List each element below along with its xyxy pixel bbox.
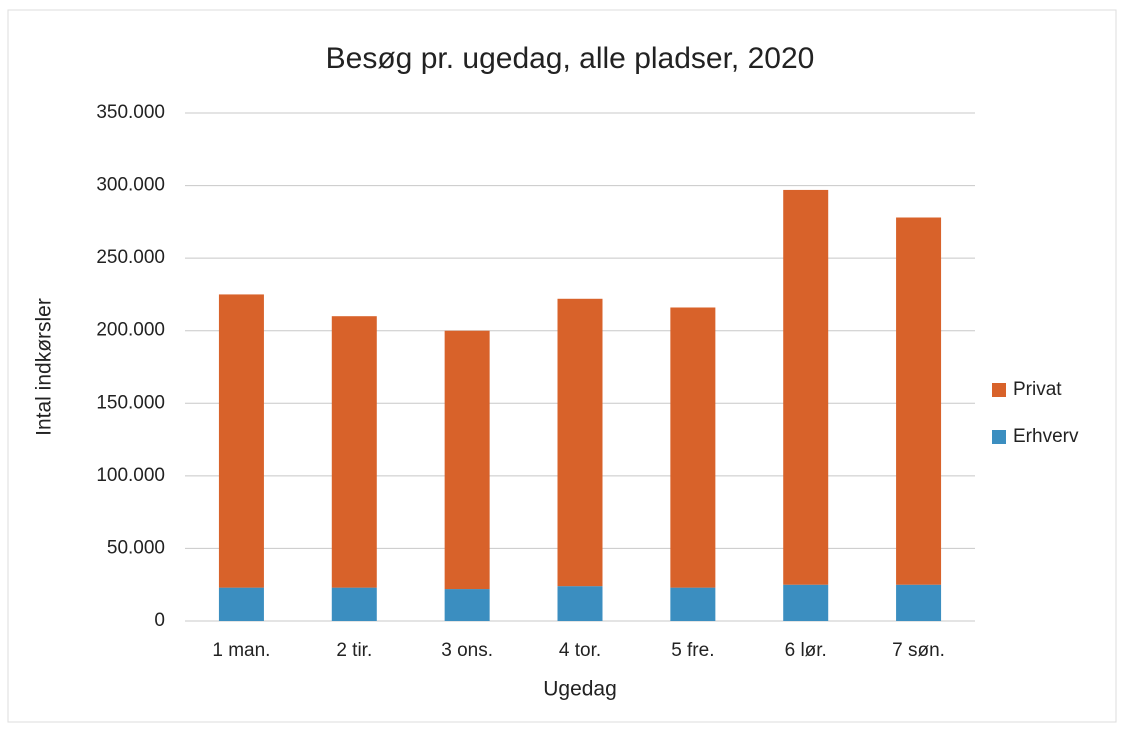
y-tick-label: 250.000 <box>96 247 165 268</box>
legend-swatch <box>992 430 1006 444</box>
bar-segment <box>557 586 603 621</box>
bar-segment <box>783 584 829 621</box>
legend-label: Privat <box>1013 379 1062 400</box>
x-axis-label: Ugedag <box>543 678 617 701</box>
bar-segment <box>444 589 490 621</box>
x-tick-label: 2 tir. <box>336 640 372 661</box>
bar-segment <box>218 294 264 588</box>
bar-segment <box>218 587 264 621</box>
bar-segment <box>444 330 490 590</box>
x-tick-label: 5 fre. <box>671 640 714 661</box>
legend-label: Erhverv <box>1013 426 1079 447</box>
x-tick-label: 4 tor. <box>559 640 601 661</box>
y-axis-label: Intal indkørsler <box>33 298 56 436</box>
bar-segment <box>557 298 603 587</box>
x-tick-label: 3 ons. <box>441 640 493 661</box>
bar-segment <box>896 584 942 621</box>
legend-swatch <box>992 383 1006 397</box>
chart-title: Besøg pr. ugedag, alle pladser, 2020 <box>326 42 815 75</box>
y-tick-label: 150.000 <box>96 392 165 413</box>
y-tick-label: 300.000 <box>96 175 165 196</box>
bar-segment <box>896 217 942 585</box>
y-tick-label: 350.000 <box>96 102 165 123</box>
bar-segment <box>670 307 716 588</box>
bar-segment <box>783 189 829 585</box>
x-tick-label: 6 lør. <box>785 640 827 661</box>
y-tick-label: 200.000 <box>96 320 165 341</box>
bar-segment <box>331 587 377 621</box>
bar-segment <box>331 316 377 588</box>
y-tick-label: 0 <box>154 610 165 631</box>
x-tick-label: 1 man. <box>212 640 270 661</box>
x-tick-label: 7 søn. <box>892 640 945 661</box>
y-tick-label: 50.000 <box>107 537 165 558</box>
y-tick-label: 100.000 <box>96 465 165 486</box>
bar-segment <box>670 587 716 621</box>
